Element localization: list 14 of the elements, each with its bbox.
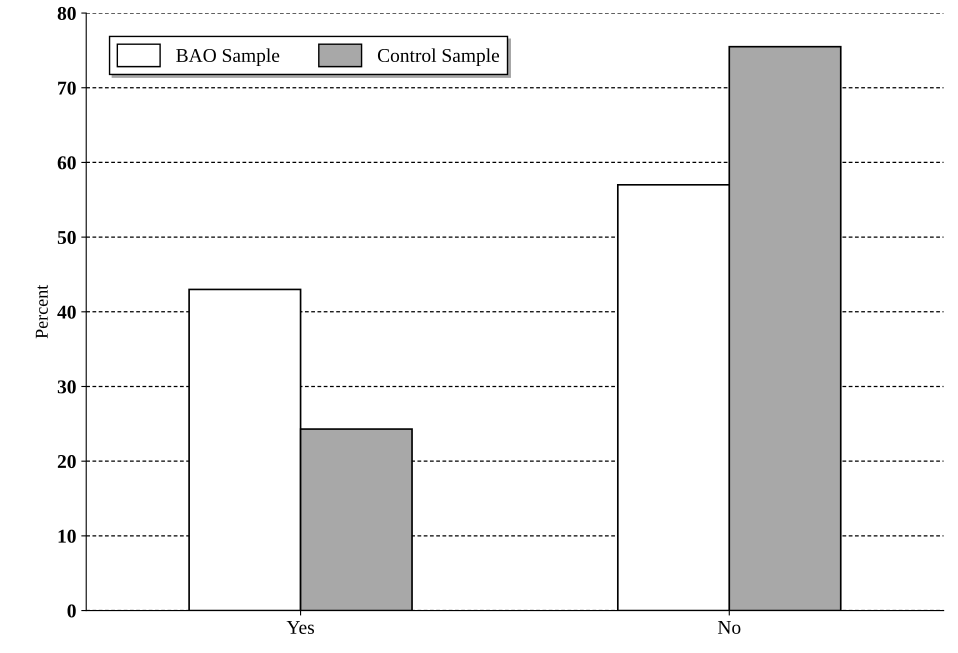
y-tick-label: 10 [58,530,76,543]
y-tick-label: 20 [58,454,76,468]
y-tick-label: 60 [58,156,76,170]
x-tick-label: Yes [286,621,314,634]
x-tick-label: No [718,621,740,634]
y-tick-label: 30 [58,380,76,394]
y-tick-label: 50 [58,230,76,244]
y-tick-label: 70 [58,82,76,95]
y-axis-title: Percent [36,284,48,338]
y-tick-label: 80 [58,6,76,20]
legend-label: Control Sample [378,48,500,66]
y-tick-label: 0 [68,604,76,618]
legend-label: BAO Sample [176,48,280,66]
y-tick-label: 40 [57,306,76,319]
